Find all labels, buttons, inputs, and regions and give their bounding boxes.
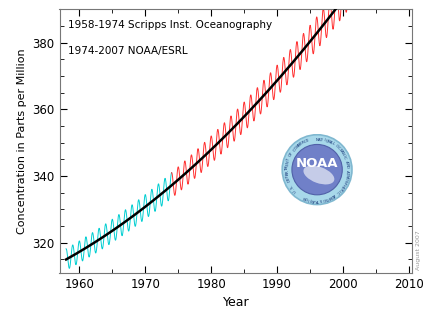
Y-axis label: Concentration in Parts per Million: Concentration in Parts per Million — [17, 48, 27, 234]
Text: 1974-2007 NOAA/ESRL: 1974-2007 NOAA/ESRL — [68, 46, 188, 56]
X-axis label: Year: Year — [223, 296, 249, 309]
Text: August 2007: August 2007 — [416, 230, 421, 270]
Text: 1958-1974 Scripps Inst. Oceanography: 1958-1974 Scripps Inst. Oceanography — [68, 20, 272, 30]
